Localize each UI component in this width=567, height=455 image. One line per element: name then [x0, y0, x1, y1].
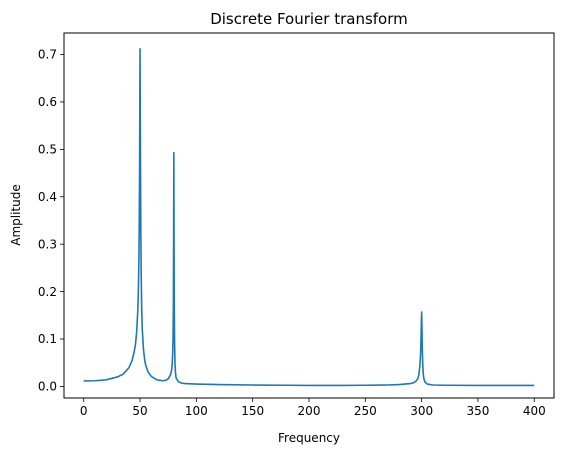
y-tick-label: 0.4: [38, 190, 57, 204]
chart-title: Discrete Fourier transform: [210, 10, 408, 28]
y-tick-label: 0.0: [38, 380, 57, 394]
y-tick-label: 0.6: [38, 95, 57, 109]
x-axis-label: Frequency: [278, 431, 340, 445]
y-tick-label: 0.1: [38, 332, 57, 346]
y-axis-label: Amplitude: [9, 184, 23, 246]
x-tick-label: 350: [467, 404, 490, 418]
axes-frame: [64, 33, 554, 398]
x-tick-label: 150: [241, 404, 264, 418]
y-tick-label: 0.5: [38, 143, 57, 157]
y-tick-label: 0.2: [38, 285, 57, 299]
y-axis: 0.0 0.1 0.2 0.3 0.4 0.5 0.6 0.7: [38, 48, 64, 394]
x-tick-label: 100: [185, 404, 208, 418]
x-tick-label: 250: [354, 404, 377, 418]
y-tick-label: 0.7: [38, 48, 57, 62]
x-tick-label: 0: [80, 404, 88, 418]
y-tick-label: 0.3: [38, 237, 57, 251]
series-line-0: [84, 49, 535, 386]
x-tick-label: 400: [523, 404, 546, 418]
x-tick-label: 200: [298, 404, 321, 418]
plot-area: [84, 49, 535, 386]
x-tick-label: 300: [410, 404, 433, 418]
x-axis: 0 50 100 150 200 250 300 350 400: [80, 398, 546, 418]
x-tick-label: 50: [132, 404, 147, 418]
